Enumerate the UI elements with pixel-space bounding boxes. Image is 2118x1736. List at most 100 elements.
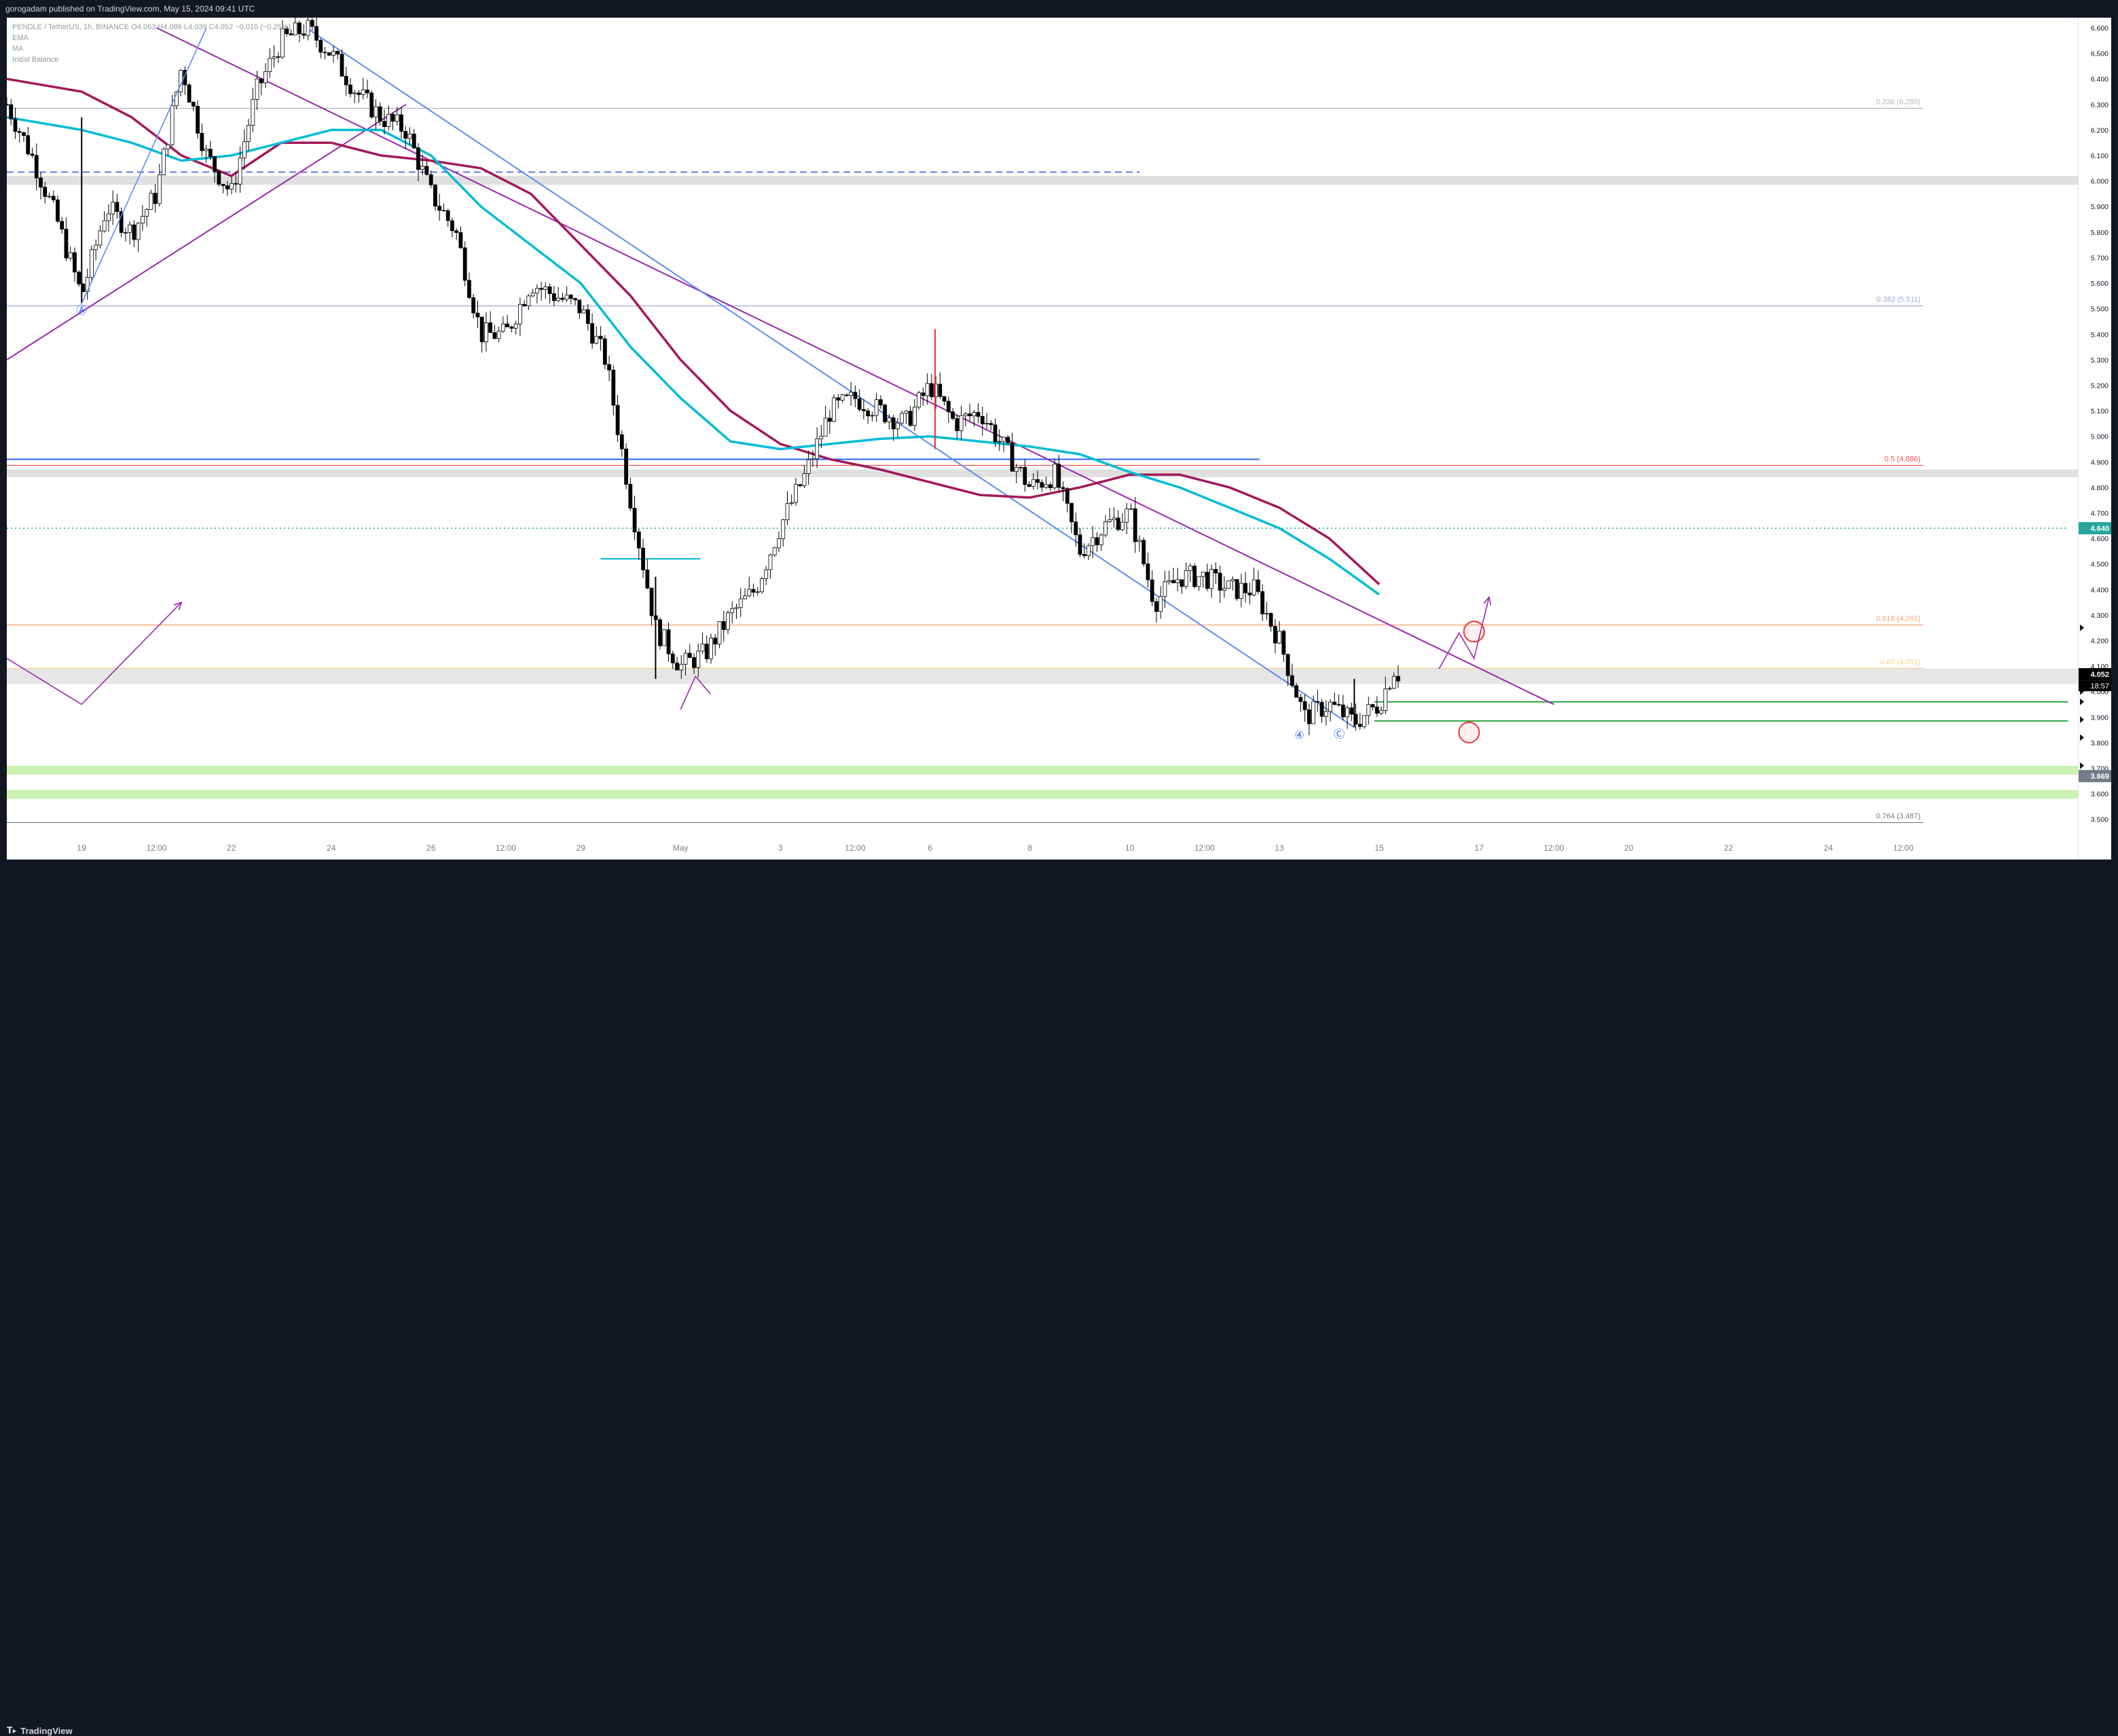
candle-down	[1036, 479, 1040, 483]
candle-up	[517, 303, 522, 325]
candle-down	[1205, 572, 1209, 589]
candle-up	[230, 183, 234, 189]
price-axis-scale[interactable]: 6.600 6.500 6.400 6.300 6.200 6.100 6.000 5.900…	[2079, 18, 2112, 860]
candle-up	[662, 629, 667, 646]
candle-up	[162, 149, 166, 175]
candle-down	[547, 286, 552, 294]
candle-up	[145, 209, 149, 217]
candle-up	[594, 335, 599, 344]
candle-down	[285, 28, 289, 35]
candle-up	[874, 399, 879, 416]
tradingview-logo-icon: 𝐓▸	[7, 1725, 17, 1735]
candle-down	[56, 199, 60, 222]
candle-down	[1133, 508, 1137, 542]
candle-down	[1078, 534, 1082, 555]
price-badge-low-bg	[2079, 770, 2112, 783]
candle-down	[989, 423, 993, 426]
axis-flag-0	[2080, 624, 2084, 631]
candle-down	[980, 416, 985, 424]
candle-up	[806, 459, 811, 474]
x-tick-0: 19	[77, 843, 87, 853]
candle-down	[22, 132, 26, 136]
candle-down	[721, 621, 726, 630]
y-tick-19: 4.700	[2091, 509, 2108, 517]
axis-flag-4	[2080, 734, 2084, 741]
candle-up	[794, 484, 798, 503]
y-tick-4: 6.200	[2091, 126, 2108, 134]
chart-pane[interactable]: 0.236 (6.285) 0.382 (5.511) 0.5 (4.886) 0.6…	[5, 12, 2078, 860]
y-tick-13: 5.300	[2091, 356, 2108, 365]
y-tick-18: 4.800	[2091, 484, 2108, 492]
candle-down	[51, 196, 56, 200]
legend-ohlc: O4.063 H4.086 L4.039 C4.052 −0.010 (−0.2…	[131, 23, 291, 31]
price-chart[interactable]: 0.236 (6.285) 0.382 (5.511) 0.5 (4.886) 0.6…	[5, 12, 2078, 860]
candle-up	[802, 473, 807, 486]
legend-indicator-initial-balance[interactable]: Initial Balance	[12, 56, 59, 64]
candle-down	[13, 118, 18, 132]
countdown-badge: 18:57	[2090, 682, 2109, 690]
y-tick-22: 4.400	[2091, 586, 2108, 594]
candle-down	[891, 417, 896, 430]
fib-label-0.5: 0.5 (4.886)	[1884, 456, 1920, 464]
y-tick-11: 5.500	[2091, 306, 2108, 314]
price-badge-low: 3.669	[2090, 773, 2109, 781]
candle-down	[1315, 701, 1320, 703]
candle-up	[581, 309, 586, 314]
candle-up	[1222, 588, 1226, 591]
arrow-head-0	[173, 601, 183, 610]
candle-down	[1171, 580, 1175, 583]
x-tick-21: 12:00	[1893, 843, 1914, 853]
price-badge-green: 4.640	[2090, 525, 2109, 533]
candle-down	[39, 177, 43, 188]
price-axis[interactable]: 6.600 6.500 6.400 6.300 6.200 6.100 6.000 5.900…	[2078, 18, 2112, 860]
y-tick-30: 3.600	[2091, 790, 2108, 798]
candle-up	[280, 28, 285, 58]
candle-down	[217, 171, 221, 185]
legend-symbol[interactable]: PENDLE / TetherUS, 1h, BINANCE	[12, 23, 130, 31]
candle-down	[412, 133, 416, 149]
trendline-0	[6, 103, 407, 361]
x-tick-7: May	[673, 843, 689, 853]
legend-indicator-ma[interactable]: MA	[12, 45, 24, 53]
candle-down	[615, 405, 620, 435]
candle-down	[602, 338, 607, 365]
candle-down	[323, 52, 327, 54]
y-tick-16: 5.000	[2091, 433, 2108, 441]
candle-down	[488, 322, 493, 333]
candle-up	[1366, 704, 1371, 716]
legend-indicator-ema[interactable]: EMA	[12, 34, 29, 42]
candle-down	[577, 299, 582, 314]
candle-up	[972, 411, 976, 416]
candle-down	[976, 411, 981, 417]
axis-flag-3	[2080, 716, 2084, 724]
candle-up	[768, 554, 773, 570]
candle-up	[1091, 537, 1095, 547]
candle-down	[119, 211, 124, 233]
candle-down	[1192, 566, 1197, 587]
y-tick-20: 4.600	[2091, 535, 2108, 543]
candle-up	[1345, 707, 1349, 718]
candle-down	[883, 405, 888, 422]
candle-down	[416, 147, 420, 170]
candle-down	[428, 174, 433, 185]
trendline-1	[156, 27, 1554, 705]
wave-label-2: Ⓒ	[1334, 728, 1345, 740]
candle-down	[1247, 592, 1252, 595]
candle-down	[191, 102, 196, 107]
candle-down	[344, 75, 348, 86]
candle-down	[225, 185, 230, 189]
candle-up	[420, 166, 425, 170]
y-tick-14: 5.200	[2091, 382, 2108, 390]
x-tick-16: 17	[1474, 843, 1484, 853]
x-tick-9: 12:00	[845, 843, 865, 853]
candle-up	[272, 56, 276, 59]
target-circle-0	[1463, 621, 1485, 643]
candle-down	[479, 316, 484, 342]
candle-down	[670, 653, 675, 663]
candle-up	[107, 213, 111, 221]
candle-down	[348, 84, 352, 94]
candle-up	[1201, 572, 1205, 577]
candle-down	[467, 280, 471, 298]
tradingview-brand[interactable]: 𝐓▸ TradingView	[7, 1725, 73, 1736]
fib-label-0.236: 0.236 (6.285)	[1876, 98, 1920, 106]
